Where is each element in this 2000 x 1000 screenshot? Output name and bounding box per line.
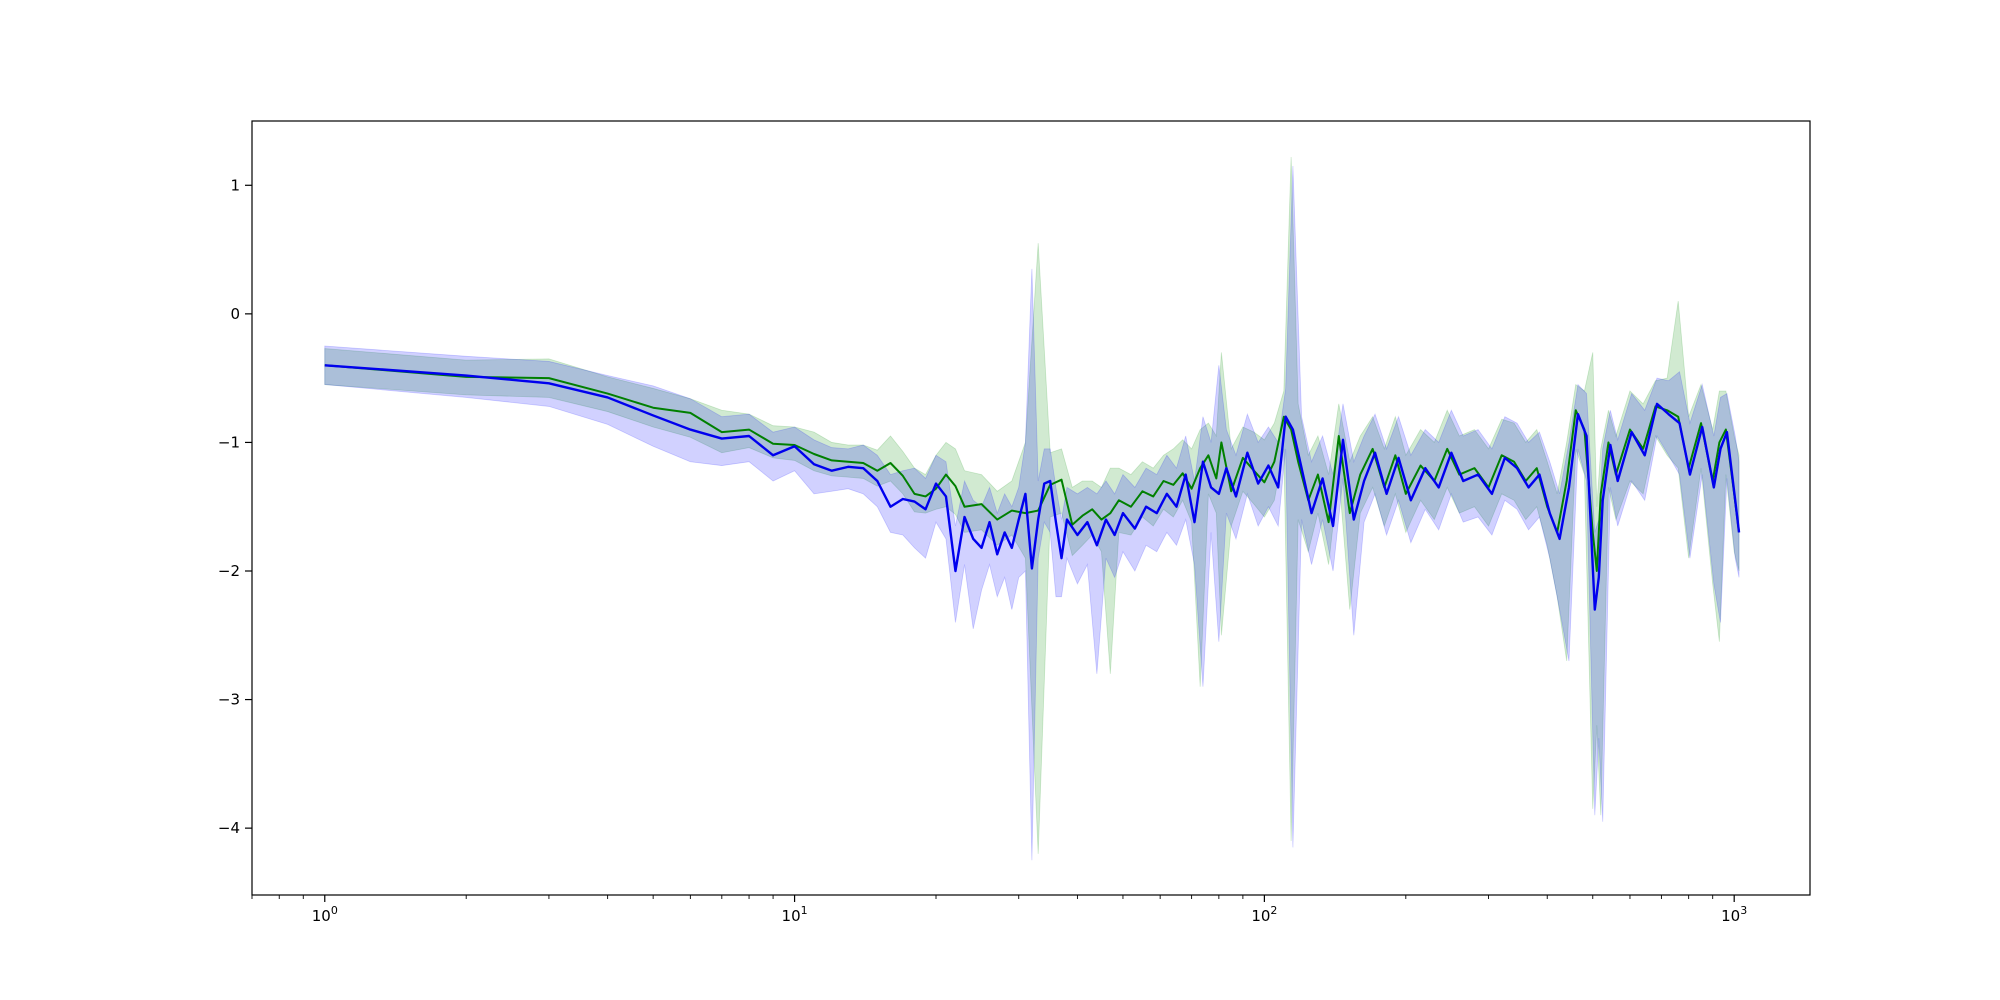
x-tick-label: 103: [1721, 904, 1747, 925]
series-1-band: [324, 156, 1740, 854]
x-tick-label: 100: [312, 904, 338, 925]
y-tick-label: −3: [218, 691, 240, 709]
y-tick-label: 0: [230, 305, 240, 323]
series-1-line: [324, 364, 1741, 572]
y-tick-label: −1: [218, 433, 240, 451]
y-tick-label: 1: [230, 176, 240, 194]
x-axis: 100 101 102 103: [251, 895, 1747, 925]
x-tick-label: 102: [1251, 904, 1277, 925]
axes-frame: [251, 120, 1811, 896]
series-2-line: [324, 364, 1741, 611]
x-tick-label: 101: [782, 904, 808, 925]
y-tick-label: −4: [218, 819, 240, 837]
plot-area: [324, 156, 1741, 861]
series-2-band: [324, 165, 1740, 861]
y-tick-label: −2: [218, 562, 240, 580]
y-axis: 1 0 −1 −2 −3 −4: [218, 176, 252, 837]
